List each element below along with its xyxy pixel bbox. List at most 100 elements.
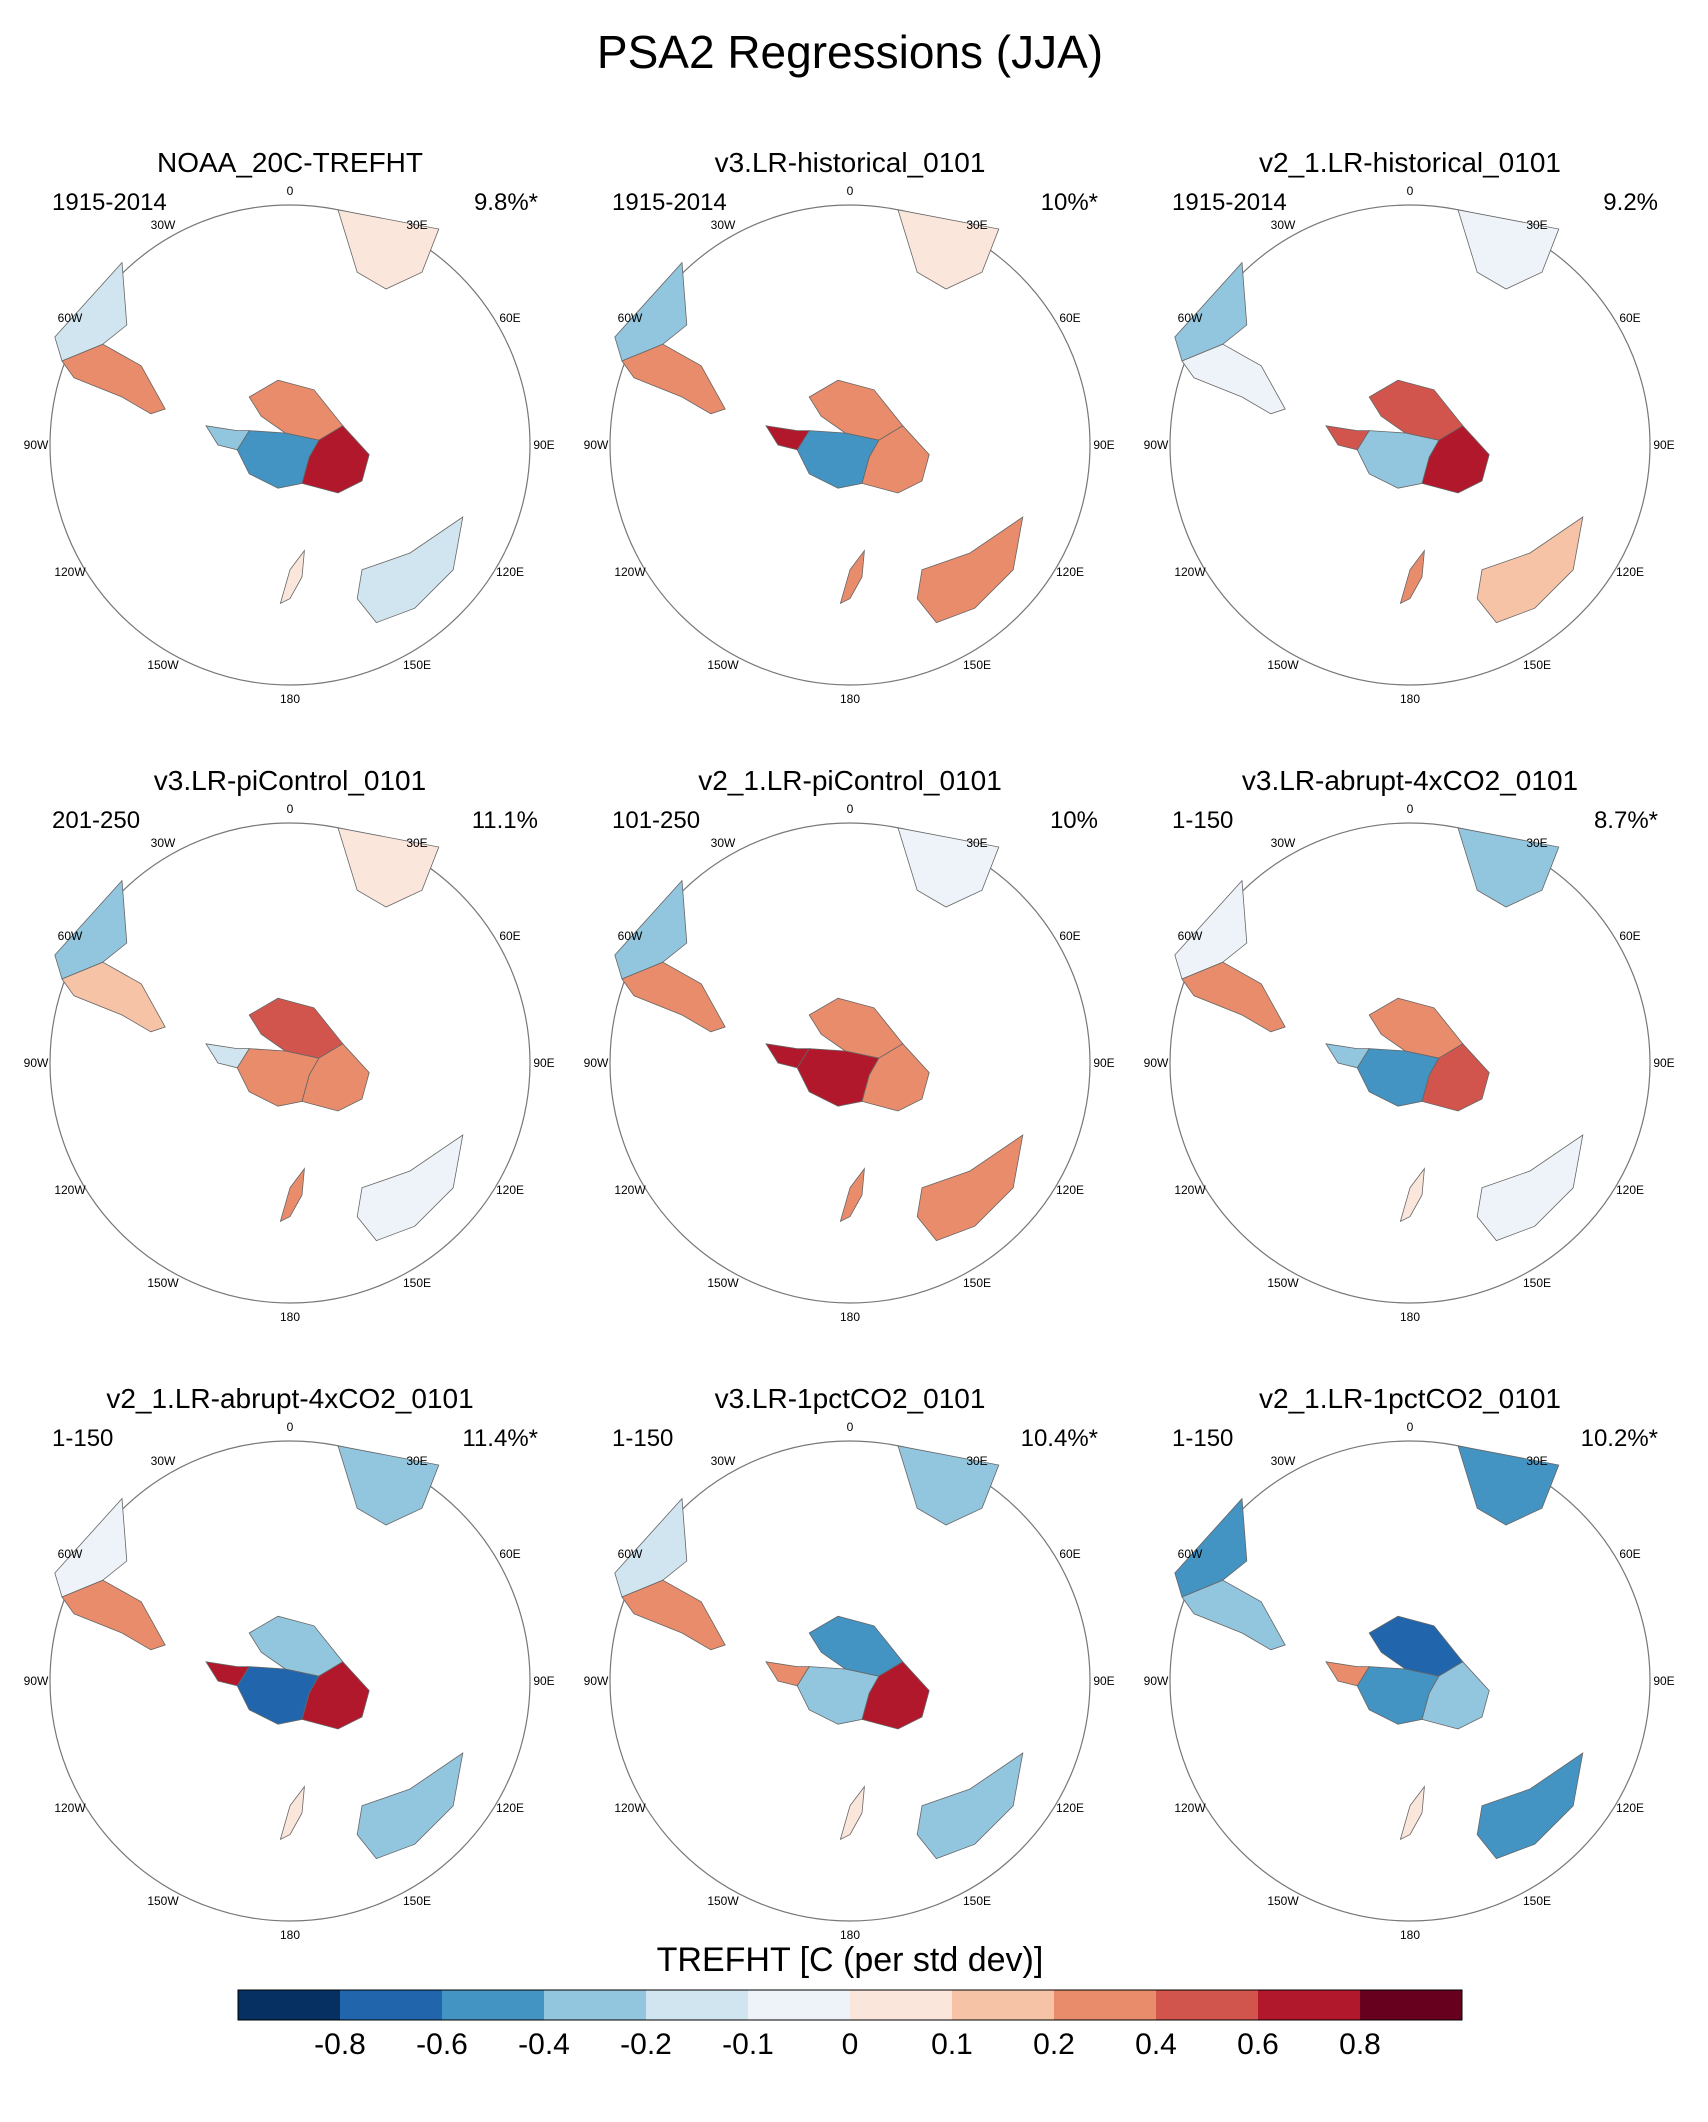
longitude-label: 60W	[618, 1547, 643, 1561]
map-panel: v2_1.LR-piControl_0101 101-250 10% 0 30E 60E 9…	[584, 765, 1115, 1324]
region-australia	[916, 1134, 1024, 1242]
longitude-label: 180	[840, 1928, 860, 1942]
longitude-label: 180	[840, 692, 860, 706]
region-south-america-west	[54, 879, 128, 980]
region-africa	[897, 827, 1000, 908]
longitude-label: 120E	[1616, 1183, 1644, 1197]
region-australia	[1476, 516, 1584, 624]
longitude-label: 180	[1400, 1310, 1420, 1324]
longitude-label: 30E	[966, 218, 987, 232]
colorbar-tick-label: 0.6	[1237, 2028, 1279, 2061]
variance-explained-label: 9.8%*	[474, 189, 538, 216]
region-south-america-west	[54, 1497, 128, 1598]
panel-title: v3.LR-piControl_0101	[154, 765, 426, 796]
longitude-label: 150W	[1267, 1276, 1299, 1290]
region-africa	[337, 827, 440, 908]
longitude-label: 150W	[147, 1894, 179, 1908]
colorbar-swatch	[748, 1990, 850, 2020]
longitude-label: 60W	[58, 1547, 83, 1561]
longitude-label: 30E	[1526, 1454, 1547, 1468]
longitude-label: 120E	[1616, 565, 1644, 579]
panel-grid: NOAA_20C-TREFHT 1915-2014 9.8%* 0 30E 60E 90E 1…	[24, 147, 1675, 1942]
longitude-label: 90W	[24, 1056, 49, 1070]
region-south-america-south	[1181, 961, 1286, 1033]
region-africa	[1457, 209, 1560, 290]
longitude-label: 90E	[533, 1674, 554, 1688]
map-panel: v3.LR-abrupt-4xCO2_0101 1-150 8.7%* 0 30E 60E…	[1144, 765, 1675, 1324]
variance-explained-label: 11.1%	[472, 807, 538, 834]
longitude-label: 60W	[58, 929, 83, 943]
variance-explained-label: 10.2%*	[1581, 1425, 1658, 1452]
longitude-label: 180	[840, 1310, 860, 1324]
colorbar-tick-label: -0.1	[722, 2028, 774, 2061]
longitude-label: 150W	[707, 1276, 739, 1290]
map-panel: v2_1.LR-abrupt-4xCO2_0101 1-150 11.4%* 0 30E…	[24, 1383, 555, 1942]
longitude-label: 90E	[1093, 1056, 1114, 1070]
colorbar-tick-label: 0	[842, 2028, 859, 2061]
longitude-label: 150E	[403, 1276, 431, 1290]
longitude-label: 30E	[966, 1454, 987, 1468]
longitude-label: 120E	[496, 565, 524, 579]
longitude-label: 180	[1400, 1928, 1420, 1942]
longitude-label: 90E	[533, 438, 554, 452]
longitude-label: 90E	[1093, 1674, 1114, 1688]
longitude-label: 120W	[1174, 1183, 1206, 1197]
region-australia	[916, 516, 1024, 624]
longitude-label: 180	[280, 1928, 300, 1942]
longitude-label: 30E	[406, 218, 427, 232]
region-new-zealand	[279, 549, 305, 605]
longitude-label: 30W	[711, 218, 736, 232]
longitude-label: 90W	[584, 1056, 609, 1070]
longitude-label: 0	[1407, 184, 1414, 198]
region-south-america-south	[61, 961, 166, 1033]
longitude-label: 90E	[1093, 438, 1114, 452]
longitude-label: 60E	[1619, 929, 1640, 943]
longitude-label: 150W	[707, 658, 739, 672]
region-australia	[1476, 1134, 1584, 1242]
longitude-label: 90E	[1653, 438, 1674, 452]
longitude-label: 30E	[406, 836, 427, 850]
longitude-label: 150W	[707, 1894, 739, 1908]
map-panel: v2_1.LR-historical_0101 1915-2014 9.2% 0 30E…	[1144, 147, 1675, 706]
region-new-zealand	[1399, 1785, 1425, 1841]
longitude-label: 30W	[711, 1454, 736, 1468]
region-south-america-west	[614, 261, 688, 362]
longitude-label: 60W	[1178, 929, 1203, 943]
longitude-label: 150W	[1267, 1894, 1299, 1908]
longitude-label: 30W	[1271, 218, 1296, 232]
longitude-label: 150E	[1523, 1276, 1551, 1290]
longitude-label: 120E	[1056, 1801, 1084, 1815]
region-south-america-south	[621, 961, 726, 1033]
longitude-label: 60E	[1059, 1547, 1080, 1561]
longitude-label: 60W	[618, 929, 643, 943]
region-new-zealand	[279, 1167, 305, 1223]
colorbar: TREFHT [C (per std dev)] -0.8 -0.6 -0.4 -0.…	[237, 1941, 1463, 2061]
colorbar-tick-label: 0.1	[931, 2028, 973, 2061]
region-africa	[337, 209, 440, 290]
longitude-label: 60W	[618, 311, 643, 325]
region-south-america-west	[614, 879, 688, 980]
map-panel: v3.LR-historical_0101 1915-2014 10%* 0 30E 60…	[584, 147, 1115, 706]
panel-title: NOAA_20C-TREFHT	[157, 147, 423, 178]
region-antarctica-peninsula	[1325, 1661, 1370, 1687]
colorbar-swatch	[1258, 1990, 1360, 2020]
longitude-label: 60E	[499, 1547, 520, 1561]
longitude-label: 90W	[584, 1674, 609, 1688]
panel-title: v3.LR-historical_0101	[715, 147, 986, 178]
region-south-america-south	[621, 1579, 726, 1651]
longitude-label: 0	[1407, 802, 1414, 816]
region-south-america-west	[1174, 879, 1248, 980]
colorbar-tick-label: -0.4	[518, 2028, 570, 2061]
region-antarctica-west	[1356, 430, 1440, 489]
longitude-label: 180	[280, 692, 300, 706]
region-south-america-west	[54, 261, 128, 362]
period-label: 101-250	[612, 807, 700, 834]
map-panel: v2_1.LR-1pctCO2_0101 1-150 10.2%* 0 30E 60E 90…	[1144, 1383, 1675, 1942]
longitude-label: 90W	[24, 1674, 49, 1688]
variance-explained-label: 10%	[1050, 807, 1098, 834]
longitude-label: 120E	[1616, 1801, 1644, 1815]
region-antarctica-west	[1356, 1048, 1440, 1107]
longitude-label: 150E	[403, 1894, 431, 1908]
region-africa	[897, 209, 1000, 290]
longitude-label: 90E	[1653, 1056, 1674, 1070]
